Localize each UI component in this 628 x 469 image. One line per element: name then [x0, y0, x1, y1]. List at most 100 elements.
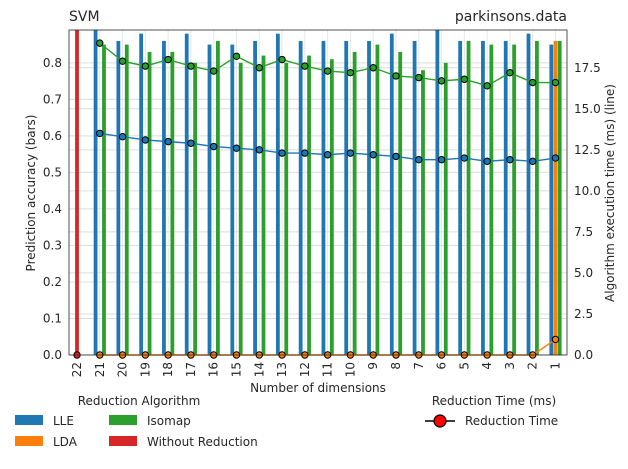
x-tick-label: 12 [298, 362, 312, 377]
x-tick-label: 2 [526, 362, 540, 370]
x-tick-label: 13 [275, 362, 289, 377]
y-right-tick-label: 17.5 [574, 61, 601, 75]
bar-isomap-13 [284, 62, 289, 355]
y-right-tick-label: 7.5 [574, 225, 593, 239]
bar-lle-20 [116, 40, 121, 356]
point-isomap-time-15 [232, 52, 241, 60]
point-isomap-time-7 [415, 73, 423, 82]
bar-isomap-6 [443, 62, 448, 355]
bar-isomap-1 [557, 40, 562, 356]
point-lle-time-7 [415, 155, 423, 164]
point-lle-time-14 [255, 146, 263, 154]
bar-lle-7 [412, 40, 417, 356]
x-tick-label: 14 [252, 362, 266, 377]
y-left-tick-label: 0.7 [43, 92, 62, 106]
bar-lle-19 [139, 33, 144, 356]
point-isomap-time-16 [210, 67, 218, 75]
point-lle-time-2 [529, 157, 537, 166]
point-lle-time-21 [96, 129, 104, 138]
legend-reduction-algorithm: Reduction Algorithm LLE LDA Isomap Witho… [15, 394, 258, 449]
point-isomap-time-20 [118, 57, 127, 65]
x-tick-label: 15 [230, 362, 244, 377]
bar-lle-8 [389, 33, 394, 356]
x-tick-label: 21 [93, 362, 107, 377]
bar-lle-9 [367, 40, 371, 356]
y-right-tick-label: 5.0 [574, 266, 593, 280]
y-left-tick-label: 0.6 [43, 129, 62, 143]
x-tick-label: 18 [161, 362, 175, 377]
bar-lle-2 [526, 33, 531, 356]
y-right-tick-label: 12.5 [574, 143, 601, 157]
point-lle-time-5 [460, 154, 469, 162]
point-lle-time-16 [210, 142, 218, 151]
point-isomap-time-9 [369, 64, 377, 72]
bar-lda-1 [553, 40, 558, 356]
y-right-tick-label: 2.5 [574, 307, 593, 321]
legend-time-title: Reduction Time (ms) [432, 394, 556, 408]
bar-lle-3 [503, 40, 508, 356]
point-lle-time-15 [232, 144, 241, 152]
bar-lle-10 [344, 40, 349, 356]
bar-isomap-3 [512, 44, 517, 355]
bar-lle-21 [93, 30, 98, 355]
point-lle-time-11 [323, 151, 332, 159]
point-lle-time-9 [369, 151, 377, 159]
bar-isomap-9 [375, 44, 380, 355]
y-axis-left-label: Prediction accuracy (bars) [24, 115, 38, 272]
point-isomap-time-21 [96, 39, 104, 47]
y-left-tick-label: 0.2 [43, 275, 62, 289]
point-isomap-time-2 [529, 78, 537, 87]
legend-swatch-without-reduction [109, 436, 137, 446]
point-isomap-time-4 [483, 82, 491, 90]
bar-lle-16 [207, 44, 212, 355]
bar-isomap-14 [261, 55, 266, 355]
legend-label-lle: LLE [53, 414, 74, 428]
bar-isomap-18 [170, 51, 175, 356]
x-tick-label: 17 [184, 362, 198, 377]
point-lle-time-6 [437, 155, 446, 164]
x-tick-label: 7 [412, 362, 426, 370]
bar-lle-13 [275, 33, 280, 356]
point-lle-time-18 [164, 137, 172, 146]
bar-lle-5 [458, 40, 463, 356]
point-lle-time-4 [483, 157, 491, 166]
point-lle-time-10 [346, 149, 355, 157]
y-right-tick-label: 15.0 [574, 102, 601, 116]
point-isomap-time-11 [323, 67, 332, 75]
bar-lle-14 [253, 40, 257, 356]
bar-isomap-17 [193, 62, 198, 355]
bar-isomap-2 [535, 40, 539, 356]
x-axis-label: Number of dimensions [250, 381, 386, 395]
bar-lle-17 [184, 33, 189, 356]
legend-time-label: Reduction Time [465, 414, 558, 428]
bar-isomap-21 [102, 44, 106, 355]
y-axis-right-label: Algorithm execution time (ms) (line) [603, 84, 617, 302]
point-lle-time-3 [506, 155, 514, 164]
point-isomap-time-5 [460, 75, 469, 83]
y-left-tick-label: 0.0 [43, 348, 62, 362]
point-lda-time-1 [551, 335, 560, 344]
x-tick-label: 4 [480, 362, 494, 370]
bar-isomap-15 [238, 62, 243, 355]
bar-isomap-10 [352, 51, 357, 356]
point-isomap-time-10 [346, 68, 355, 77]
x-tick-label: 5 [457, 362, 471, 370]
y-right-tick-label: 10.0 [574, 184, 601, 198]
point-isomap-time-1 [551, 78, 560, 87]
x-tick-label: 1 [549, 362, 563, 370]
point-isomap-time-6 [437, 77, 446, 85]
bar-isomap-11 [329, 59, 334, 356]
chart-title-left: SVM [69, 9, 100, 25]
legend-algo-title: Reduction Algorithm [78, 394, 201, 408]
point-isomap-time-19 [141, 62, 150, 70]
point-lle-time-20 [118, 132, 127, 141]
y-left-tick-label: 0.1 [43, 311, 62, 325]
legend-swatch-lda [15, 436, 43, 446]
point-lle-time-13 [278, 149, 286, 157]
point-isomap-time-13 [278, 55, 286, 64]
x-tick-label: 6 [435, 362, 449, 370]
bar-isomap-19 [147, 51, 152, 356]
legend-label-isomap: Isomap [147, 414, 191, 428]
legend-label-without-reduction: Without Reduction [147, 435, 258, 449]
